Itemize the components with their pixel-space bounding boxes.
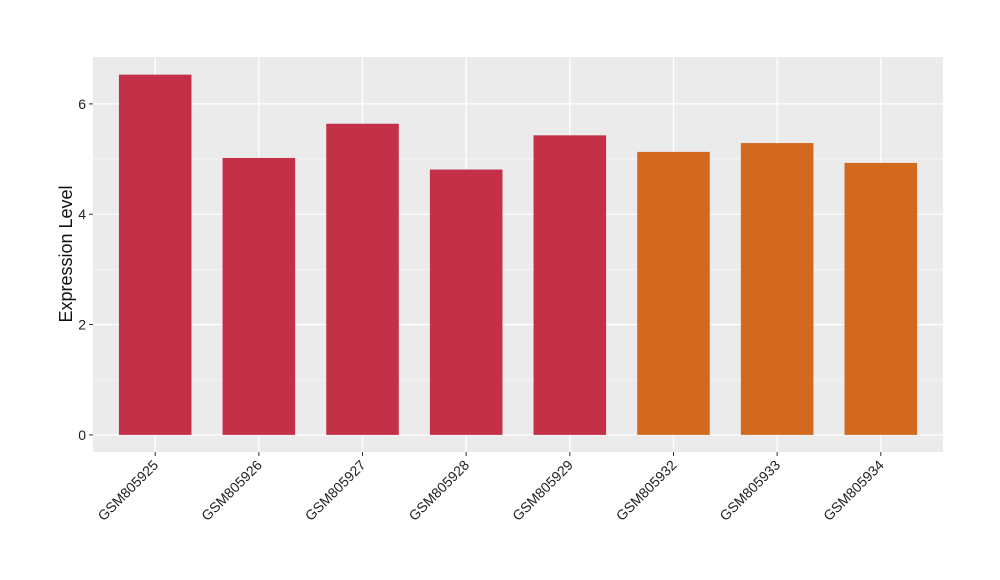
y-axis-title: Expression Level bbox=[56, 185, 76, 322]
bars bbox=[118, 74, 918, 435]
x-tick-label: GSM805932 bbox=[613, 457, 680, 524]
y-tick-label: 4 bbox=[78, 206, 86, 222]
bar-gsm805934 bbox=[844, 162, 918, 435]
bar-gsm805933 bbox=[740, 143, 814, 435]
bar-gsm805932 bbox=[637, 151, 710, 435]
bar-gsm805927 bbox=[326, 123, 399, 435]
x-tick-label: GSM805927 bbox=[302, 457, 369, 524]
x-tick-label: GSM805933 bbox=[716, 457, 783, 524]
x-tick-label: GSM805925 bbox=[94, 457, 161, 524]
x-tick-label: GSM805928 bbox=[405, 457, 472, 524]
y-tick-label: 6 bbox=[78, 96, 86, 112]
bar-gsm805926 bbox=[222, 157, 296, 435]
x-axis-ticks: GSM805925 GSM805926 GSM805927 GSM805928 GSM8… bbox=[94, 452, 887, 524]
bar-gsm805925 bbox=[118, 74, 192, 435]
x-tick-label: GSM805934 bbox=[820, 457, 887, 524]
y-tick-label: 2 bbox=[78, 317, 86, 333]
x-tick-label: GSM805929 bbox=[509, 457, 576, 524]
x-tick-label: GSM805926 bbox=[198, 457, 265, 524]
y-axis-ticks: 0 2 4 6 bbox=[78, 96, 93, 443]
plot-panel bbox=[93, 57, 943, 452]
bar-gsm805928 bbox=[429, 169, 503, 435]
bar-gsm805929 bbox=[533, 135, 607, 435]
y-tick-label: 0 bbox=[78, 427, 86, 443]
